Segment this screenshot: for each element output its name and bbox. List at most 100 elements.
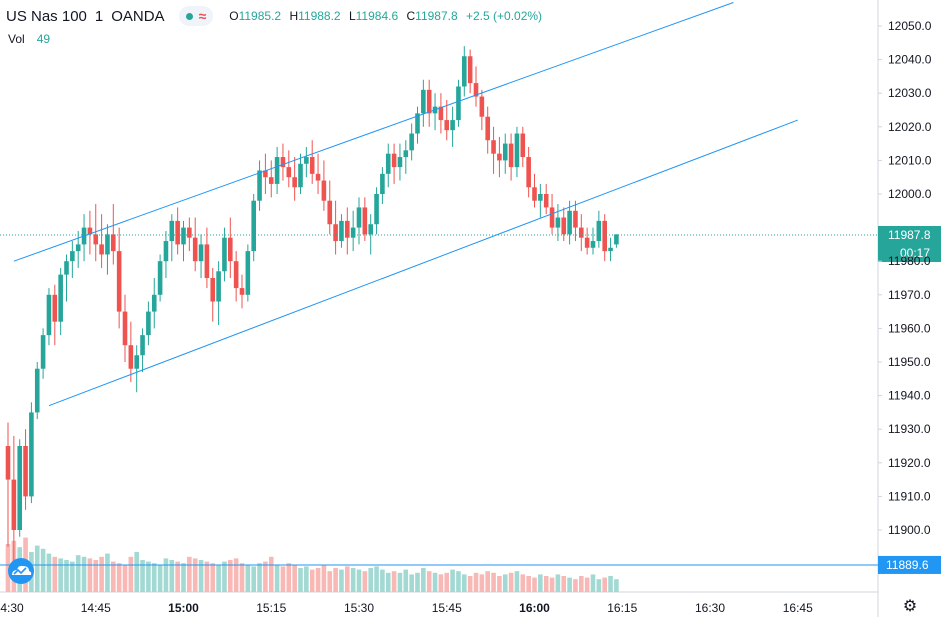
volume-bar [333, 568, 338, 592]
candle-body [70, 251, 75, 262]
candle-body [555, 217, 561, 228]
candle-body [17, 446, 22, 530]
volume-bar [292, 564, 297, 592]
volume-bar [280, 566, 286, 592]
candle-body [345, 220, 350, 238]
volume-bar [111, 561, 116, 592]
candle-body [304, 157, 309, 164]
symbol-name[interactable]: US Nas 100 [6, 7, 87, 25]
x-tick-label: 15:00 [168, 601, 199, 615]
candle-body [590, 241, 596, 248]
candle-body [64, 261, 69, 275]
ohlc-values: O11985.2 H11988.2 L11984.6 C11987.8 +2.5… [229, 9, 543, 23]
y-tick-label: 11950.0 [888, 355, 931, 369]
volume-bar [70, 561, 75, 592]
candle-body [602, 220, 607, 252]
volume-bar [532, 577, 537, 592]
volume-bar [444, 572, 450, 592]
volume-bar [409, 574, 414, 592]
candle-body [497, 153, 502, 161]
candle-body [140, 335, 145, 356]
volume-bar [192, 558, 198, 592]
y-tick-label: 11940.0 [888, 389, 931, 403]
volume-bar [327, 571, 333, 592]
volume-bar [380, 569, 385, 592]
volume-bar [298, 568, 303, 592]
candle-body [456, 86, 461, 121]
volume-bar [432, 572, 438, 592]
candle-body [111, 234, 116, 252]
candle-body [426, 89, 432, 114]
volume-bar [497, 576, 502, 592]
candle-body [385, 153, 391, 174]
volume-bar [579, 576, 584, 592]
volume-bar [105, 553, 110, 592]
volume-bar [345, 566, 350, 592]
volume-bar [573, 579, 578, 592]
tradingview-cloud-icon[interactable] [5, 557, 37, 585]
candle-body [93, 234, 99, 245]
volume-bar [584, 577, 590, 592]
candle-body [520, 133, 526, 158]
volume-bar [75, 555, 81, 592]
volume-bar [187, 556, 192, 592]
y-tick-label: 12010.0 [888, 153, 932, 167]
volume-bar [309, 569, 315, 592]
volume-bar [456, 571, 461, 592]
x-tick-label: 16:30 [695, 601, 725, 615]
volume-bar [128, 556, 134, 592]
candle-body [210, 278, 216, 302]
candle-body [543, 194, 549, 208]
gear-icon[interactable]: ⚙ [902, 598, 918, 615]
candle-body [87, 227, 93, 235]
channel-upper [13, 2, 734, 262]
candle-body [462, 56, 467, 87]
volume-bar [543, 576, 549, 592]
volume-bar [169, 560, 175, 592]
candle-body [584, 237, 590, 248]
volume-bar [549, 577, 555, 592]
volume-legend: Vol 49 [8, 32, 51, 46]
y-tick-label: 12040.0 [888, 53, 932, 67]
candle-body [245, 251, 251, 295]
candle-body [175, 220, 180, 245]
candle-body [491, 140, 496, 154]
volume-bar [210, 563, 216, 592]
change-value: +2.5 (+0.02%) [466, 9, 543, 23]
candle-body [169, 220, 175, 242]
candle-body [239, 288, 245, 295]
candle-body [23, 446, 28, 497]
status-pill[interactable]: ≈ [178, 6, 214, 26]
interval[interactable]: 1 [94, 7, 104, 25]
channel-lower [48, 119, 798, 407]
candle-body [485, 116, 490, 141]
candle-body [116, 251, 122, 312]
y-tick-label: 12050.0 [888, 19, 932, 33]
candle-body [198, 244, 204, 262]
candle-body [46, 294, 52, 336]
volume-bar [46, 553, 52, 592]
candle-body [309, 157, 315, 174]
volume-bar [479, 574, 485, 592]
candle-body [596, 220, 602, 242]
current-price-label: 11987.8 [888, 228, 931, 242]
candle-body [421, 89, 426, 114]
candle-body [222, 237, 227, 272]
candle-body [163, 241, 169, 262]
volume-bar [52, 556, 58, 592]
volume-bar [473, 572, 479, 592]
candle-body [561, 217, 567, 235]
volume-bar [304, 566, 309, 592]
volume-bar [268, 556, 274, 592]
volume-bar [567, 577, 572, 592]
candle-body [216, 271, 221, 302]
candle-body [502, 143, 508, 161]
candle-body [549, 207, 555, 228]
candle-body [508, 143, 514, 168]
volume-bar [257, 563, 262, 592]
volume-bar [526, 576, 531, 592]
candle-body [380, 173, 385, 194]
y-tick-label: 12030.0 [888, 86, 932, 100]
volume-bar [339, 569, 344, 592]
